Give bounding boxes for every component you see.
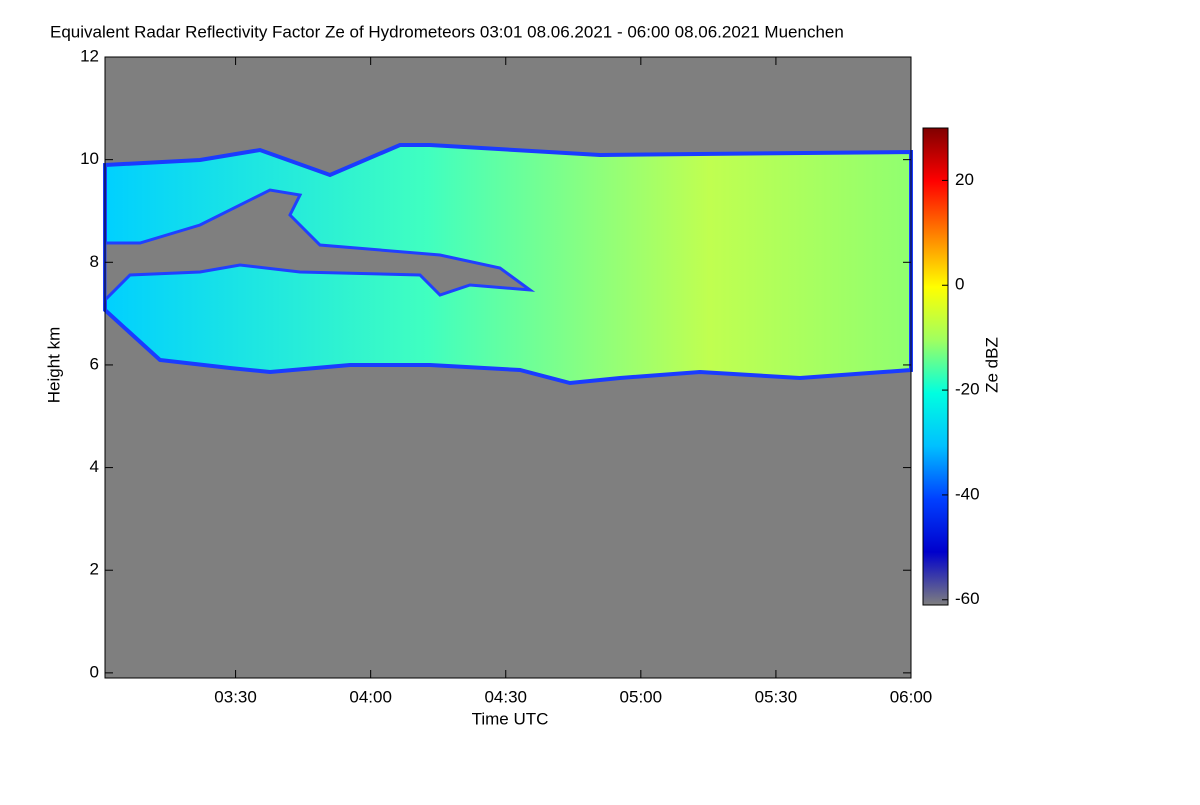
y-tick-label: 2 <box>90 560 99 579</box>
y-tick-label: 0 <box>90 662 99 681</box>
y-tick-label: 4 <box>90 457 99 476</box>
y-axis-label: Height km <box>44 327 63 404</box>
plot-frame <box>104 56 912 679</box>
colorbar-tick-label: -60 <box>955 589 980 608</box>
colorbar-tick-label: -40 <box>955 484 980 503</box>
cloud-band <box>103 143 913 386</box>
x-tick-label: 04:30 <box>484 687 527 706</box>
colorbar <box>922 127 949 606</box>
colorbar-label: Ze dBZ <box>982 337 1001 393</box>
y-tick-label: 10 <box>80 149 99 168</box>
cloud-gap <box>103 188 536 304</box>
x-tick-label: 05:00 <box>620 687 663 706</box>
x-tick-label: 06:00 <box>890 687 933 706</box>
colorbar-tick-label: 0 <box>955 275 964 294</box>
y-tick-label: 8 <box>90 252 99 271</box>
x-axis-label: Time UTC <box>472 709 549 728</box>
chart-title: Equivalent Radar Reflectivity Factor Ze … <box>50 22 844 41</box>
colorbar-tick-label: -20 <box>955 380 980 399</box>
colorbar-tick-label: 20 <box>955 170 974 189</box>
cloud-field <box>103 143 913 386</box>
y-tick-label: 6 <box>90 354 99 373</box>
x-tick-label: 05:30 <box>755 687 798 706</box>
x-tick-label: 03:30 <box>214 687 257 706</box>
axes <box>104 56 912 679</box>
y-tick-label: 12 <box>80 46 99 65</box>
x-tick-label: 04:00 <box>349 687 392 706</box>
